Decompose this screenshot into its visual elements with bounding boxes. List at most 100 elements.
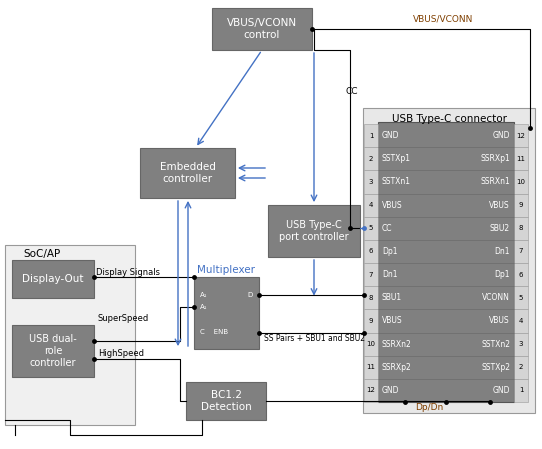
Text: A₁: A₁ [200, 304, 208, 310]
Text: SBU2: SBU2 [490, 224, 510, 233]
Text: 1: 1 [519, 387, 523, 393]
Bar [514, 170, 528, 194]
Text: VCONN: VCONN [482, 293, 510, 302]
Text: 7: 7 [369, 272, 373, 277]
Text: SSRXp1: SSRXp1 [480, 154, 510, 163]
Text: 5: 5 [369, 225, 373, 231]
Bar [364, 147, 378, 170]
Bar [140, 148, 235, 198]
Text: 8: 8 [369, 295, 373, 301]
Bar [514, 124, 528, 147]
Text: GND: GND [493, 131, 510, 140]
Bar [12, 260, 94, 298]
Bar [514, 379, 528, 402]
Text: 9: 9 [519, 202, 523, 208]
Text: 4: 4 [519, 318, 523, 324]
Bar [12, 325, 94, 377]
Text: Display Signals: Display Signals [96, 268, 160, 277]
Text: VBUS: VBUS [489, 317, 510, 326]
Text: 1: 1 [369, 132, 373, 139]
Text: HighSpeed: HighSpeed [98, 349, 144, 358]
Text: 10: 10 [366, 341, 376, 347]
Text: SSRXp2: SSRXp2 [382, 363, 412, 372]
Text: 5: 5 [519, 295, 523, 301]
Text: USB dual-
role
controller: USB dual- role controller [29, 335, 77, 368]
Bar [514, 194, 528, 217]
Text: SSTXn2: SSTXn2 [481, 339, 510, 348]
Text: SoC/AP: SoC/AP [23, 249, 60, 259]
Bar [514, 333, 528, 356]
Text: SSTXn1: SSTXn1 [382, 177, 411, 186]
Bar [364, 170, 378, 194]
Text: Multiplexer: Multiplexer [197, 265, 255, 275]
Text: Dn1: Dn1 [382, 270, 397, 279]
Text: VBUS/VCONN: VBUS/VCONN [413, 14, 473, 23]
Text: 7: 7 [519, 248, 523, 255]
Text: 9: 9 [369, 318, 373, 324]
Text: SuperSpeed: SuperSpeed [98, 314, 149, 323]
Text: USB Type-C
port controller: USB Type-C port controller [279, 220, 349, 242]
Bar [212, 8, 312, 50]
Bar [186, 382, 266, 420]
Bar [194, 277, 259, 349]
Text: 8: 8 [519, 225, 523, 231]
Text: 11: 11 [366, 364, 376, 370]
Text: SS Pairs + SBU1 and SBU2: SS Pairs + SBU1 and SBU2 [264, 334, 365, 343]
Text: USB Type-C connector: USB Type-C connector [391, 114, 507, 124]
Bar [514, 217, 528, 240]
Text: CC: CC [382, 224, 392, 233]
Text: GND: GND [382, 386, 399, 395]
Text: 12: 12 [366, 387, 376, 393]
Bar [364, 333, 378, 356]
Text: Embedded
controller: Embedded controller [159, 162, 215, 184]
Text: SSTXp2: SSTXp2 [481, 363, 510, 372]
Bar [364, 240, 378, 263]
Text: VBUS: VBUS [382, 317, 403, 326]
Text: 2: 2 [519, 364, 523, 370]
Text: 3: 3 [369, 179, 373, 185]
Text: 6: 6 [369, 248, 373, 255]
Bar [514, 263, 528, 286]
Bar [364, 286, 378, 309]
Bar [363, 108, 535, 413]
Bar [514, 309, 528, 333]
Text: VBUS/VCONN
control: VBUS/VCONN control [227, 18, 297, 40]
Text: Dp1: Dp1 [494, 270, 510, 279]
Bar [378, 122, 514, 402]
Text: 2: 2 [369, 156, 373, 162]
Bar [364, 309, 378, 333]
Bar [514, 286, 528, 309]
Text: 4: 4 [369, 202, 373, 208]
Bar [514, 240, 528, 263]
Bar [364, 217, 378, 240]
Text: Dp1: Dp1 [382, 247, 397, 256]
Text: GND: GND [493, 386, 510, 395]
Text: SSRXn2: SSRXn2 [382, 339, 412, 348]
Text: 10: 10 [517, 179, 526, 185]
Text: 6: 6 [519, 272, 523, 277]
Text: CC: CC [345, 88, 358, 97]
Text: Dp/Dn: Dp/Dn [415, 402, 443, 411]
Text: GND: GND [382, 131, 399, 140]
Bar [268, 205, 360, 257]
Text: D: D [248, 292, 253, 298]
Text: VBUS: VBUS [382, 201, 403, 210]
Bar [514, 147, 528, 170]
Bar [364, 263, 378, 286]
Bar [364, 194, 378, 217]
Text: Display-Out: Display-Out [22, 274, 84, 284]
Bar [364, 379, 378, 402]
Text: SBU1: SBU1 [382, 293, 402, 302]
Text: SSTXp1: SSTXp1 [382, 154, 411, 163]
Bar [5, 245, 135, 425]
Text: SSRXn1: SSRXn1 [480, 177, 510, 186]
Text: A₁: A₁ [200, 292, 208, 298]
Text: BC1.2
Detection: BC1.2 Detection [201, 390, 251, 412]
Text: Dn1: Dn1 [494, 247, 510, 256]
Bar [364, 124, 378, 147]
Text: VBUS: VBUS [489, 201, 510, 210]
Bar [364, 356, 378, 379]
Bar [514, 356, 528, 379]
Text: 3: 3 [519, 341, 523, 347]
Text: 11: 11 [517, 156, 526, 162]
